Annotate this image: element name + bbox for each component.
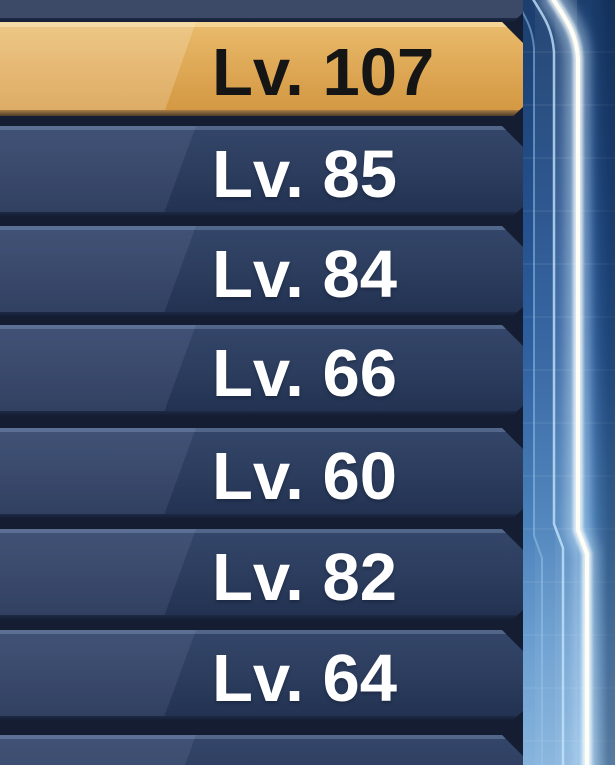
trace-band-inner xyxy=(535,0,555,765)
level-row-partial-bottom[interactable] xyxy=(0,735,523,765)
row-bottom-edge xyxy=(0,110,523,116)
row-bottom-edge xyxy=(0,18,523,22)
row-gloss xyxy=(0,22,523,116)
row-gloss xyxy=(0,735,523,765)
level-label: Lv. 85 xyxy=(212,136,397,212)
level-row-66[interactable]: Lv. 66 xyxy=(0,325,523,415)
row-gloss xyxy=(0,126,523,216)
row-gloss xyxy=(0,325,523,415)
row-gloss xyxy=(0,226,523,316)
row-bottom-edge xyxy=(0,411,523,415)
row-top-highlight xyxy=(0,325,523,329)
level-row-84[interactable]: Lv. 84 xyxy=(0,226,523,316)
row-bottom-edge xyxy=(0,716,523,720)
level-label: Lv. 60 xyxy=(212,438,397,514)
circuit-trace-b xyxy=(532,0,565,765)
level-row-60[interactable]: Lv. 60 xyxy=(0,428,523,518)
row-top-highlight xyxy=(0,529,523,533)
row-top-highlight xyxy=(0,22,523,27)
level-row-82[interactable]: Lv. 82 xyxy=(0,529,523,619)
level-label: Lv. 66 xyxy=(212,335,397,411)
row-gloss xyxy=(0,630,523,720)
row-gloss xyxy=(0,428,523,518)
row-gloss xyxy=(0,529,523,619)
level-row-partial-top[interactable] xyxy=(0,0,523,22)
row-bottom-edge xyxy=(0,615,523,619)
level-label: Lv. 84 xyxy=(212,236,397,312)
level-list-panel: Lv. 107 Lv. 85 Lv. 84 Lv. 66 Lv. 60 xyxy=(0,0,523,765)
level-row-107[interactable]: Lv. 107 xyxy=(0,22,523,116)
level-row-85[interactable]: Lv. 85 xyxy=(0,126,523,216)
glow-line-core xyxy=(551,0,589,765)
row-bottom-edge xyxy=(0,514,523,518)
row-top-highlight xyxy=(0,126,523,130)
level-label: Lv. 82 xyxy=(212,539,397,615)
row-top-highlight xyxy=(0,226,523,230)
row-top-highlight xyxy=(0,630,523,634)
level-label: Lv. 107 xyxy=(212,34,435,110)
row-bottom-edge xyxy=(0,312,523,316)
right-edge-shade xyxy=(589,0,615,765)
level-label: Lv. 64 xyxy=(212,640,397,716)
row-bottom-edge xyxy=(0,212,523,216)
level-row-64[interactable]: Lv. 64 xyxy=(0,630,523,720)
row-top-highlight xyxy=(0,735,523,739)
row-top-highlight xyxy=(0,428,523,432)
